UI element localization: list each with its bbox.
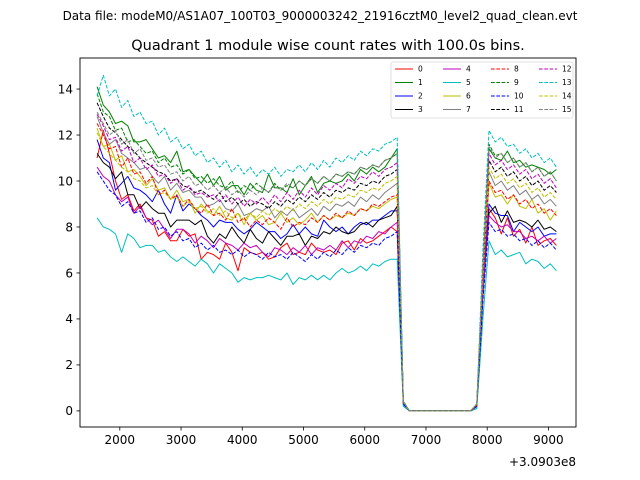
- plot-frame: [79, 57, 577, 428]
- legend-box: [390, 61, 574, 119]
- x-tick-label: 6000: [349, 433, 380, 447]
- x-tick-label: 5000: [288, 433, 319, 447]
- x-offset-label: +3.0903e8: [509, 455, 576, 469]
- series-line-5: [96, 217, 557, 412]
- y-axis: 0 2 4 6 8 10 12 14: [58, 82, 80, 418]
- legend-label-7: 7: [466, 105, 471, 114]
- series-line-14: [96, 132, 557, 412]
- legend-label-0: 0: [418, 65, 423, 74]
- legend-label-10: 10: [514, 92, 524, 101]
- plot-area: [80, 58, 576, 427]
- y-tick-label: 2: [65, 358, 73, 372]
- legend-label-8: 8: [514, 65, 519, 74]
- legend-label-4: 4: [466, 65, 471, 74]
- chart-title: Quadrant 1 module wise count rates with …: [131, 38, 525, 54]
- series-line-10: [96, 171, 557, 412]
- y-tick-label: 4: [65, 312, 73, 326]
- y-tick-label: 10: [58, 174, 73, 188]
- legend-label-11: 11: [514, 105, 524, 114]
- x-tick-label: 2000: [105, 433, 136, 447]
- legend-label-15: 15: [562, 105, 572, 114]
- series-line-13: [96, 74, 557, 412]
- legend-label-2: 2: [418, 92, 423, 101]
- x-axis: 2000 3000 4000 5000 6000 7000 8000 9000: [105, 427, 564, 447]
- series-layer: [96, 74, 557, 412]
- y-tick-label: 8: [65, 220, 73, 234]
- x-tick-label: 8000: [472, 433, 503, 447]
- legend-label-9: 9: [514, 78, 519, 87]
- y-tick-label: 6: [65, 266, 73, 280]
- legend-label-6: 6: [466, 92, 471, 101]
- x-tick-label: 9000: [533, 433, 564, 447]
- legend-label-3: 3: [418, 105, 423, 114]
- x-tick-label: 4000: [227, 433, 258, 447]
- y-tick-label: 0: [65, 404, 73, 418]
- legend-label-14: 14: [562, 92, 572, 101]
- legend-label-5: 5: [466, 78, 471, 87]
- series-line-15: [96, 111, 557, 412]
- x-tick-label: 7000: [411, 433, 442, 447]
- x-tick-label: 3000: [166, 433, 197, 447]
- y-tick-label: 14: [58, 82, 73, 96]
- legend-label-13: 13: [562, 78, 572, 87]
- legend-label-1: 1: [418, 78, 423, 87]
- legend-label-12: 12: [562, 65, 572, 74]
- y-tick-label: 12: [58, 128, 73, 142]
- figure-suptitle: Data file: modeM0/AS1A07_100T03_90000032…: [63, 9, 578, 23]
